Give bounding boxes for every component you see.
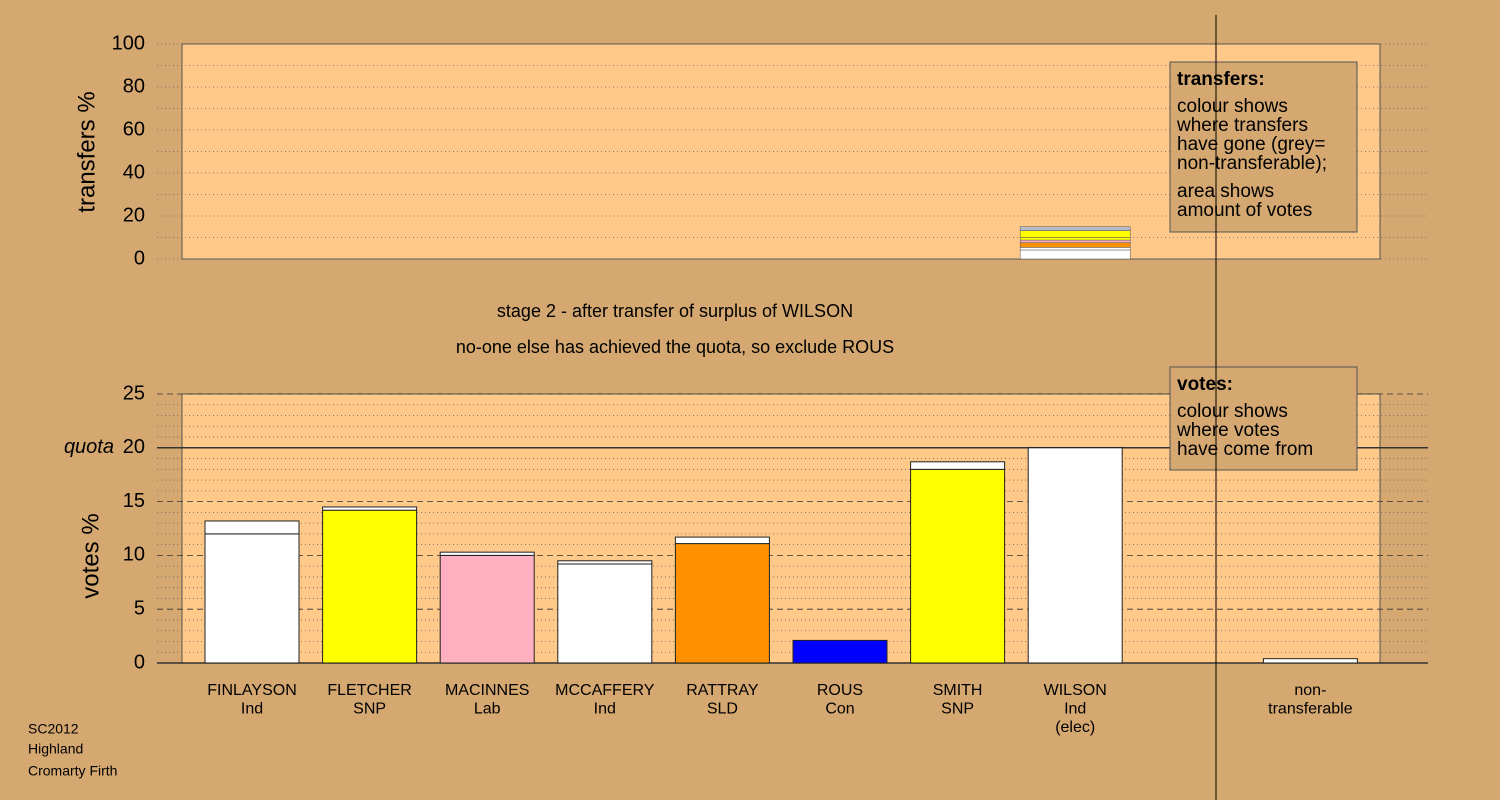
- x-tick-label: WILSON: [1044, 682, 1107, 699]
- y-axis-title: transfers %: [73, 91, 100, 212]
- legend-text: area shows: [1177, 181, 1274, 202]
- transfer-segment: [1019, 239, 1131, 243]
- y-tick-label: 20: [123, 204, 145, 226]
- y-tick-label: 15: [123, 490, 145, 512]
- y-tick-label: 40: [123, 161, 145, 183]
- bar: [1027, 447, 1123, 664]
- legend-title: transfers:: [1177, 69, 1265, 90]
- y-tick-label: 25: [123, 382, 145, 404]
- footer-text: Highland: [28, 741, 83, 757]
- x-tick-label: SLD: [707, 701, 738, 718]
- legend-text: have come from: [1177, 439, 1313, 460]
- transfer-segment: [1019, 226, 1131, 231]
- y-tick-label: 60: [123, 118, 145, 140]
- bar: [557, 563, 653, 664]
- transfer-segment: [1019, 247, 1131, 251]
- transfer-bar: [439, 551, 535, 556]
- x-tick-label: Con: [825, 701, 854, 718]
- x-tick-label: MACINNES: [445, 682, 529, 699]
- transfer-bar: [204, 520, 300, 535]
- legend-box: [1169, 61, 1358, 233]
- x-tick-label: Lab: [474, 701, 501, 718]
- y-tick-label: 0: [134, 651, 145, 673]
- x-tick-label: Ind: [241, 701, 263, 718]
- bar: [204, 533, 300, 664]
- x-tick-label: RATTRAY: [686, 682, 759, 699]
- x-tick-label: (elec): [1055, 719, 1095, 736]
- stage-note: no-one else has achieved the quota, so e…: [456, 337, 894, 357]
- quota-label: quota: [64, 436, 114, 458]
- legend-text: where votes: [1176, 420, 1279, 441]
- bar: [322, 509, 418, 664]
- x-tick-label: FLETCHER: [327, 682, 411, 699]
- transfer-bar: [322, 506, 418, 511]
- bar: [910, 468, 1006, 664]
- legend-title: votes:: [1177, 374, 1233, 395]
- legend-text: where transfers: [1176, 115, 1308, 136]
- transfer-segment: [1019, 237, 1131, 241]
- transfer-bar: [1262, 658, 1358, 664]
- x-tick-label: non-: [1294, 682, 1326, 699]
- bar: [792, 639, 888, 664]
- x-tick-label: FINLAYSON: [207, 682, 297, 699]
- x-tick-label: SNP: [941, 701, 974, 718]
- legend-box: [1169, 366, 1358, 471]
- legend-text: colour shows: [1177, 401, 1288, 422]
- transfer-segment: [1019, 230, 1131, 238]
- x-tick-label: ROUS: [817, 682, 863, 699]
- y-axis-title: votes %: [77, 513, 104, 598]
- transfer-bar: [557, 560, 653, 565]
- x-tick-label: Ind: [1064, 701, 1086, 718]
- bar: [674, 543, 770, 664]
- transfer-segment: [1019, 249, 1131, 260]
- footer-text: SC2012: [28, 721, 79, 737]
- legend-text: have gone (grey=: [1177, 134, 1325, 155]
- y-tick-label: 100: [112, 32, 145, 54]
- stage-note: stage 2 - after transfer of surplus of W…: [497, 301, 853, 321]
- x-tick-label: SNP: [353, 701, 386, 718]
- transfer-bar: [674, 536, 770, 545]
- footer-text: Cromarty Firth: [28, 763, 117, 779]
- x-tick-label: transferable: [1268, 701, 1353, 718]
- y-tick-label: 10: [123, 544, 145, 566]
- x-tick-label: MCCAFFERY: [555, 682, 655, 699]
- y-tick-label: 0: [134, 247, 145, 269]
- transfer-segment: [1019, 242, 1131, 248]
- legend-text: colour shows: [1177, 96, 1288, 117]
- legend-text: non-transferable);: [1177, 153, 1327, 174]
- y-tick-label: 20: [123, 436, 145, 458]
- y-tick-label: 5: [134, 597, 145, 619]
- bar: [439, 554, 535, 664]
- x-tick-label: SMITH: [933, 682, 983, 699]
- x-tick-label: Ind: [594, 701, 616, 718]
- legend-text: amount of votes: [1177, 200, 1312, 221]
- y-tick-label: 80: [123, 75, 145, 97]
- transfer-bar: [910, 461, 1006, 470]
